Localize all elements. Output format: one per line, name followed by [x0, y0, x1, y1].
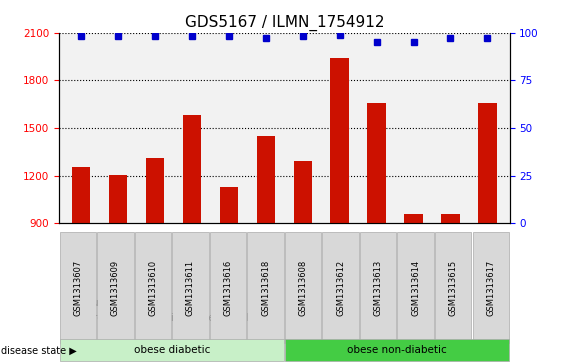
Text: GSM1313607: GSM1313607	[73, 260, 82, 316]
Bar	[404, 214, 423, 223]
Text: GSM1313611: GSM1313611	[186, 260, 195, 316]
Bar	[146, 158, 164, 223]
Bar	[441, 214, 459, 223]
Text: GSM1313613: GSM1313613	[374, 260, 383, 316]
Text: obese diabetic: obese diabetic	[133, 345, 210, 355]
Bar	[478, 102, 497, 223]
Text: GSM1313608: GSM1313608	[298, 260, 307, 316]
Text: GSM1313612: GSM1313612	[336, 260, 345, 316]
Text: disease state ▶: disease state ▶	[1, 345, 77, 355]
Text: GSM1313615: GSM1313615	[449, 260, 458, 316]
Bar	[293, 161, 312, 223]
Bar	[183, 115, 201, 223]
Text: GSM1313616: GSM1313616	[224, 260, 233, 316]
Text: GSM1313610: GSM1313610	[149, 260, 158, 316]
Bar	[257, 136, 275, 223]
Bar	[220, 187, 238, 223]
Text: GSM1313609: GSM1313609	[111, 260, 120, 316]
Legend: count, percentile rank within the sample: count, percentile rank within the sample	[64, 298, 256, 323]
Text: GSM1313614: GSM1313614	[411, 260, 420, 316]
Bar	[109, 175, 127, 223]
Bar	[368, 102, 386, 223]
Text: obese non-diabetic: obese non-diabetic	[347, 345, 447, 355]
Bar	[72, 167, 91, 223]
Text: GSM1313617: GSM1313617	[486, 260, 495, 316]
Text: GSM1313618: GSM1313618	[261, 260, 270, 316]
Title: GDS5167 / ILMN_1754912: GDS5167 / ILMN_1754912	[185, 15, 384, 31]
Bar	[330, 58, 349, 223]
